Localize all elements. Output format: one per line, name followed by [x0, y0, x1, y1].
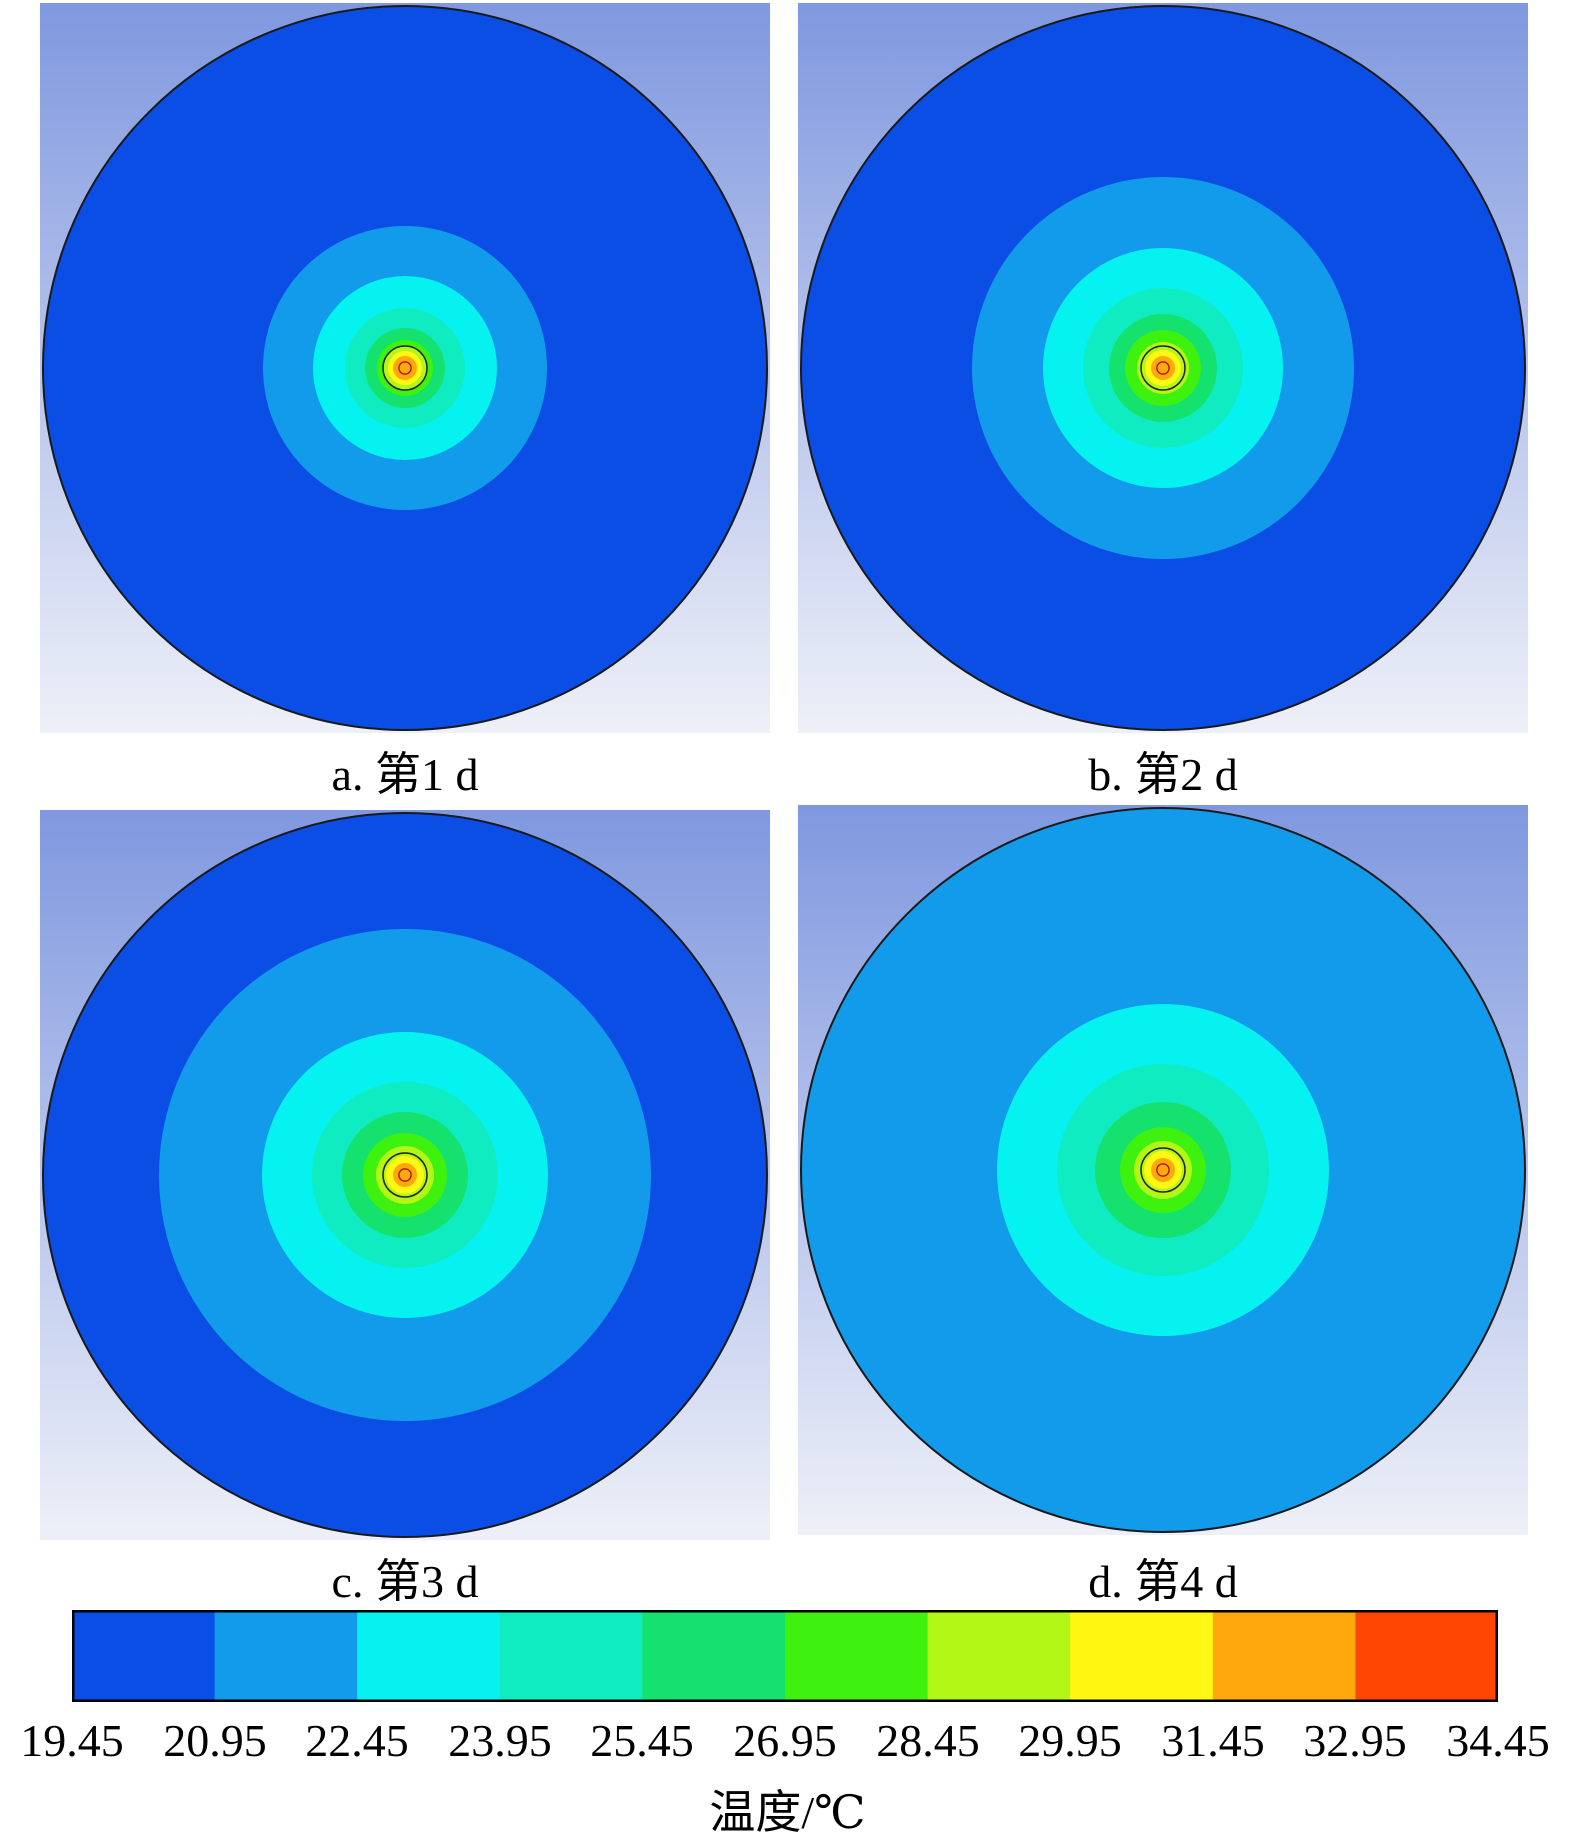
colorbar-segment: [72, 1610, 216, 1702]
colorbar-segment: [785, 1610, 929, 1702]
pipe-outline: [382, 345, 428, 391]
colorbar-segment: [1212, 1610, 1356, 1702]
colorbar-tick: 22.45: [305, 1715, 409, 1766]
colorbar-tick: 26.95: [733, 1715, 837, 1766]
panel-a-temperature-field: [40, 3, 770, 733]
colorbar-segment: [1070, 1610, 1214, 1702]
temperature-unit-label: 温度/℃: [709, 1787, 866, 1838]
pipe-outline: [1140, 1147, 1186, 1193]
colorbar-segment: [927, 1610, 1071, 1702]
pipe-core: [398, 361, 412, 375]
colorbar-segment: [1355, 1610, 1499, 1702]
colorbar-segment: [499, 1610, 643, 1702]
panel-d-temperature-field: [798, 805, 1528, 1535]
panel-c-temperature-field: [40, 810, 770, 1540]
colorbar-segment: [214, 1610, 358, 1702]
colorbar-tick: 20.95: [163, 1715, 267, 1766]
colorbar-tick: 29.95: [1018, 1715, 1122, 1766]
pipe-outline: [382, 1152, 428, 1198]
colorbar-tick: 31.45: [1161, 1715, 1265, 1766]
colorbar-tick: 28.45: [876, 1715, 980, 1766]
pipe-core: [1156, 361, 1170, 375]
colorbar-tick: 19.45: [20, 1715, 124, 1766]
pipe-core: [1156, 1163, 1170, 1177]
panel-d-caption: d. 第4 d: [1088, 1556, 1238, 1607]
temperature-colorbar: [71, 1609, 1499, 1703]
pipe-core: [398, 1168, 412, 1182]
colorbar-tick: 32.95: [1303, 1715, 1407, 1766]
panel-c-caption: c. 第3 d: [331, 1556, 479, 1607]
panel-a-caption: a. 第1 d: [331, 749, 479, 800]
colorbar-tick: 34.45: [1446, 1715, 1550, 1766]
colorbar-tick: 23.95: [448, 1715, 552, 1766]
colorbar-tick: 25.45: [590, 1715, 694, 1766]
colorbar-segment: [357, 1610, 501, 1702]
panel-b-temperature-field: [798, 3, 1528, 733]
panel-b-caption: b. 第2 d: [1088, 749, 1238, 800]
colorbar-frame: [71, 1609, 1499, 1703]
colorbar-segment: [642, 1610, 786, 1702]
pipe-outline: [1140, 345, 1186, 391]
